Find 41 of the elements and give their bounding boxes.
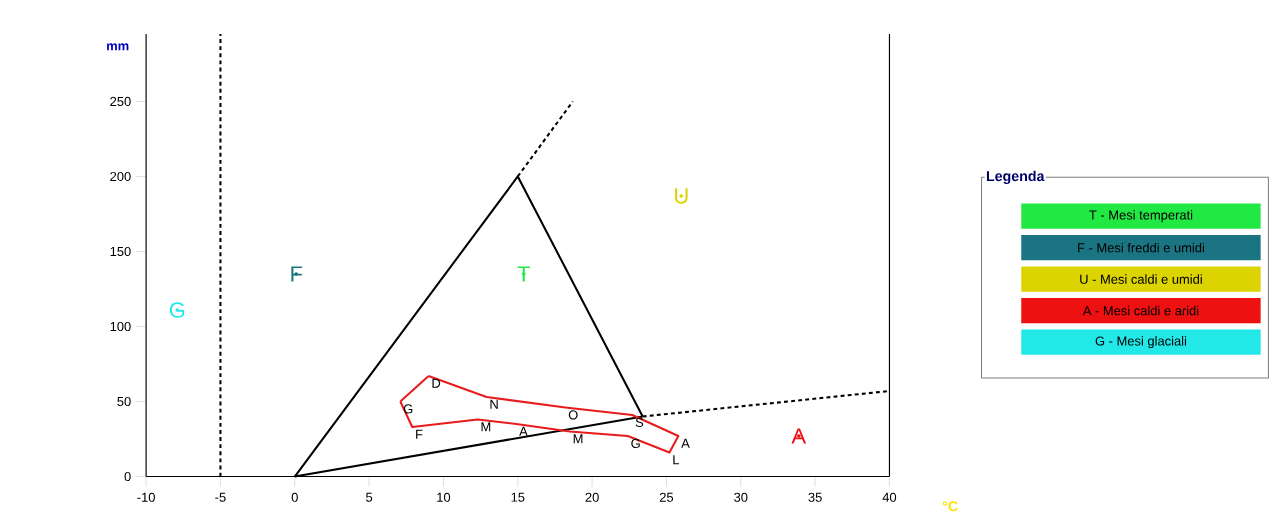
y-tick-label: 0: [124, 471, 131, 481]
data-label: A: [791, 428, 807, 444]
x-tick-label: 35: [808, 492, 822, 502]
x-tick-label: 30: [734, 492, 748, 502]
x-tick-label: 10: [437, 492, 451, 502]
data-label: A: [519, 426, 528, 436]
data-label: G: [631, 438, 640, 448]
data-label: D: [432, 378, 441, 388]
data-label: M: [573, 434, 583, 444]
data-label: G: [169, 302, 185, 318]
text: U - Mesi caldi e umidi: [1080, 274, 1202, 284]
x-tick-label: -5: [215, 492, 226, 502]
y-tick-label: 150: [110, 246, 131, 256]
data-label: A: [681, 438, 690, 448]
x-tick-label: -10: [137, 492, 155, 502]
x-tick-label: 20: [585, 492, 599, 502]
y-tick-label: 50: [117, 396, 131, 406]
data-label: M: [481, 422, 491, 432]
text: F - Mesi freddi e umidi: [1078, 242, 1204, 253]
x-tick-label: 15: [511, 492, 525, 502]
data-label: N: [490, 399, 498, 409]
x-tick-label: 5: [366, 492, 373, 502]
text: G - Mesi glaciali: [1095, 335, 1187, 348]
y-tick-label: 200: [110, 171, 131, 181]
data-label: O: [568, 410, 578, 420]
y-axis-title: mm: [107, 43, 129, 51]
y-tick-label: 100: [110, 321, 131, 331]
data-label: F: [416, 429, 423, 439]
data-label: S: [635, 417, 644, 427]
x-tick-label: 40: [882, 492, 897, 502]
data-label: U: [675, 188, 688, 204]
data-label: F: [291, 266, 303, 282]
x-tick-label: 0: [291, 492, 298, 502]
text: T - Mesi temperati: [1089, 209, 1193, 223]
y-tick-label: 250: [110, 96, 131, 106]
data-label: L: [673, 455, 680, 465]
x-tick-label: 25: [659, 492, 674, 502]
data-label: G: [403, 404, 413, 414]
legend-title: Legenda: [986, 170, 1045, 184]
text: A - Mesi caldi e aridi: [1082, 305, 1199, 316]
x-axis-title: °C: [942, 501, 958, 512]
